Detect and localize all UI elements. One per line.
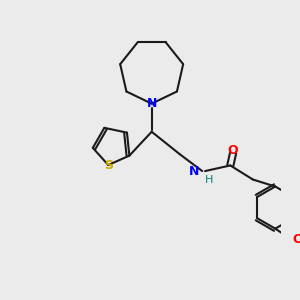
Text: O: O: [228, 143, 238, 157]
Text: O: O: [292, 233, 300, 246]
Text: N: N: [146, 97, 157, 110]
Text: H: H: [205, 175, 213, 185]
Text: S: S: [104, 158, 113, 172]
Text: N: N: [189, 165, 200, 178]
